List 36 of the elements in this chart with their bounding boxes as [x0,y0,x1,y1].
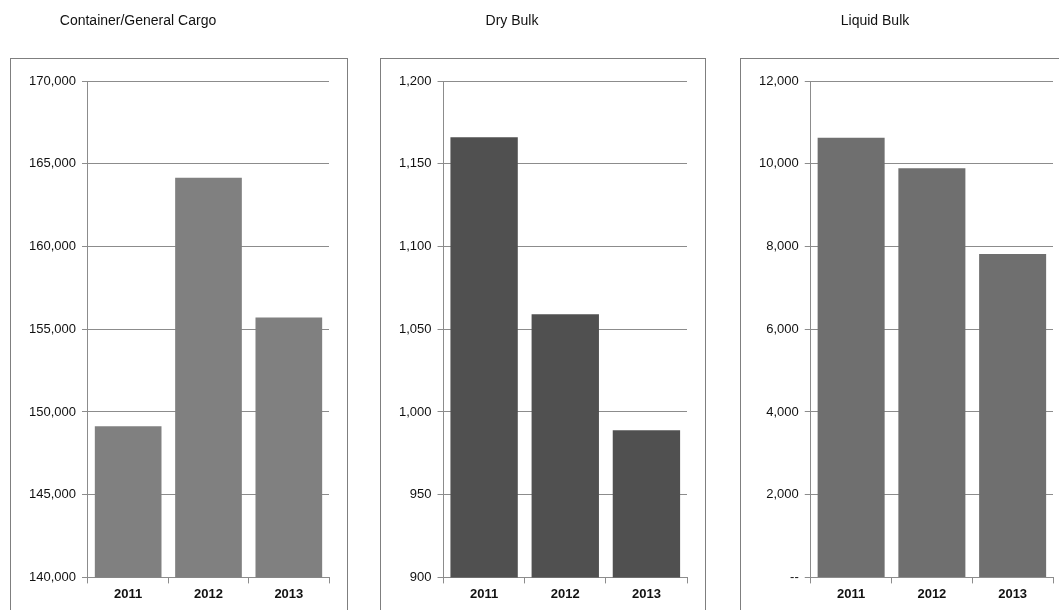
y-tick-label: 145,000 [28,486,76,502]
y-tick-label: 1,000 [398,403,432,419]
y-tick-label: 6,000 [766,320,799,336]
y-tick-label: 8,000 [766,238,799,254]
bar [979,253,1047,577]
x-tick-label: 2011 [837,585,866,601]
chart-title: Dry Bulk [484,12,540,28]
bar [817,137,885,577]
x-tick-label: 2013 [274,585,304,601]
chart-title: Container/General Cargo [58,12,218,28]
x-tick-label: 2013 [631,585,661,601]
y-tick-label: 1,150 [398,155,432,171]
x-tick-label: 2011 [114,585,143,601]
y-tick-label: 12,000 [759,72,799,88]
bar [898,168,966,577]
y-tick-label: 1,200 [398,72,432,88]
y-tick-label: 140,000 [28,568,76,584]
y-tick-label: 950 [409,486,432,502]
x-tick-label: 2013 [998,585,1028,601]
y-tick-label: 1,100 [398,238,432,254]
y-tick-label: -- [790,568,799,584]
y-tick-label: 165,000 [28,155,76,171]
x-tick-label: 2012 [194,585,223,601]
y-tick-label: 150,000 [28,403,76,419]
chart-title: Liquid Bulk [839,12,911,28]
y-tick-label: 900 [409,568,432,584]
y-tick-label: 155,000 [28,320,76,336]
y-tick-label: 2,000 [766,486,799,502]
y-tick-label: 10,000 [759,155,799,171]
y-tick-label: 170,000 [28,72,76,88]
x-tick-label: 2012 [917,585,947,601]
y-tick-label: 1,050 [398,320,432,336]
y-tick-label: 4,000 [766,403,799,419]
x-tick-label: 2011 [470,585,499,601]
x-tick-label: 2012 [550,585,580,601]
y-tick-label: 160,000 [28,238,76,254]
